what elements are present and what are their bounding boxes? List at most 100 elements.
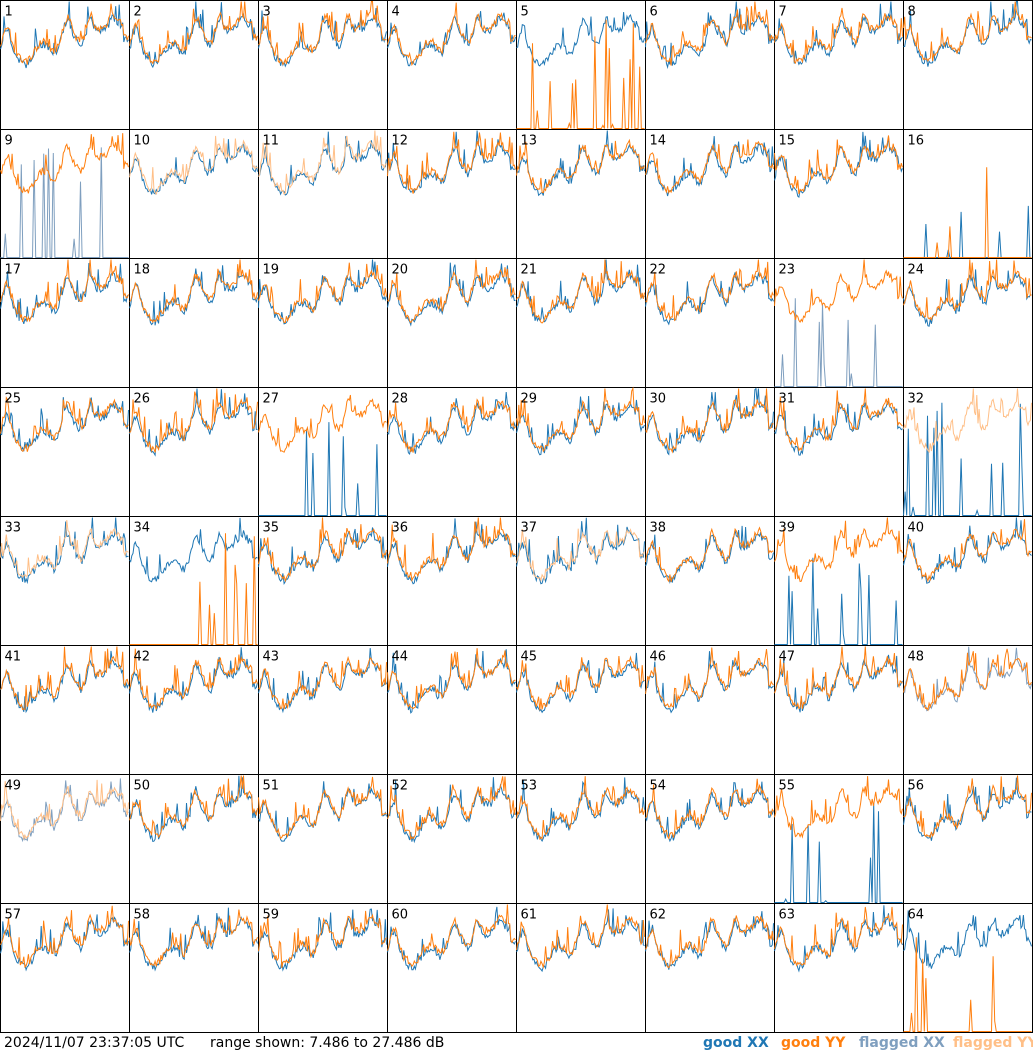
footer: 2024/11/07 23:37:05 UTC range shown: 7.4… [0, 1033, 1033, 1053]
panel-19: 19 [258, 258, 388, 388]
yy-series [258, 776, 387, 840]
panel-frame [774, 516, 904, 646]
yy-series [645, 388, 774, 454]
yy-series [903, 388, 1032, 454]
panel-16: 16 [903, 129, 1033, 259]
panel-12: 12 [387, 129, 517, 259]
panel-label: 14 [650, 134, 667, 149]
yy-series [129, 259, 258, 324]
yy-series [516, 259, 645, 324]
panel-label: 41 [5, 650, 22, 665]
panel-label: 35 [263, 521, 280, 536]
yy-series [129, 533, 258, 645]
panel-4: 4 [387, 0, 517, 130]
panel-7: 7 [774, 0, 904, 130]
yy-series [258, 517, 387, 583]
panel-label: 17 [5, 263, 22, 278]
yy-series [387, 2, 516, 67]
panel-2: 2 [129, 0, 259, 130]
xx-series [516, 12, 645, 67]
panel-frame [645, 387, 775, 517]
yy-series [645, 259, 774, 322]
panel-label: 45 [521, 650, 538, 665]
xx-series [774, 557, 903, 645]
yy-series [129, 388, 258, 453]
yy-series [387, 648, 516, 710]
panel-label: 5 [521, 5, 529, 20]
panel-label: 34 [134, 521, 151, 536]
yy-series [0, 905, 129, 969]
panel-35: 35 [258, 516, 388, 646]
panel-label: 63 [779, 908, 796, 923]
panel-label: 48 [908, 650, 925, 665]
panel-frame [516, 903, 646, 1033]
yy-series [0, 3, 129, 65]
xx-series [516, 517, 645, 585]
panel-8: 8 [903, 0, 1033, 130]
panel-5: 5 [516, 0, 646, 130]
panel-62: 62 [645, 903, 775, 1033]
panel-label: 55 [779, 779, 796, 794]
panel-label: 25 [5, 392, 22, 407]
yy-series [774, 646, 903, 710]
panel-50: 50 [129, 774, 259, 904]
panel-label: 4 [392, 5, 400, 20]
panel-label: 60 [392, 908, 409, 923]
panel-14: 14 [645, 129, 775, 259]
yy-series [774, 7, 903, 65]
yy-series [774, 135, 903, 195]
panel-label: 42 [134, 650, 151, 665]
yy-series [903, 167, 1032, 258]
panel-label: 44 [392, 650, 409, 665]
panel-6: 6 [645, 0, 775, 130]
yy-series [516, 655, 645, 711]
yy-series [774, 776, 903, 839]
panel-label: 59 [263, 908, 280, 923]
yy-series [903, 1, 1032, 62]
yy-series [516, 528, 645, 583]
panel-label: 49 [5, 779, 22, 794]
yy-series [516, 904, 645, 970]
xx-series [645, 651, 774, 714]
panel-label: 40 [908, 521, 925, 536]
panel-frame [645, 774, 775, 904]
panel-55: 55 [774, 774, 904, 904]
yy-series [516, 776, 645, 841]
panel-label: 1 [5, 5, 13, 20]
panel-label: 13 [521, 134, 538, 149]
yy-series [903, 519, 1032, 583]
yy-series [774, 906, 903, 967]
panel-54: 54 [645, 774, 775, 904]
yy-series [387, 131, 516, 194]
panel-18: 18 [129, 258, 259, 388]
panel-39: 39 [774, 516, 904, 646]
panel-56: 56 [903, 774, 1033, 904]
xx-series [387, 518, 516, 585]
timestamp: 2024/11/07 23:37:05 UTC [4, 1035, 185, 1051]
xx-series [129, 517, 258, 583]
yy-series [516, 19, 645, 129]
yy-series [903, 648, 1032, 712]
yy-series [774, 259, 903, 323]
panel-32: 32 [903, 387, 1033, 517]
panel-label: 6 [650, 5, 658, 20]
xx-series [774, 298, 903, 387]
xx-series [516, 908, 645, 973]
panel-label: 9 [5, 134, 13, 149]
panel-label: 19 [263, 263, 280, 278]
yy-series [129, 775, 258, 839]
panel-60: 60 [387, 903, 517, 1033]
yy-series [645, 139, 774, 194]
panel-33: 33 [0, 516, 130, 646]
panel-label: 39 [779, 521, 796, 536]
xx-series [129, 388, 258, 457]
panel-label: 26 [134, 392, 151, 407]
xx-series [387, 777, 516, 844]
panel-40: 40 [903, 516, 1033, 646]
panel-17: 17 [0, 258, 130, 388]
panel-label: 46 [650, 650, 667, 665]
xx-series [516, 395, 645, 456]
panel-37: 37 [516, 516, 646, 646]
panel-label: 3 [263, 5, 271, 20]
